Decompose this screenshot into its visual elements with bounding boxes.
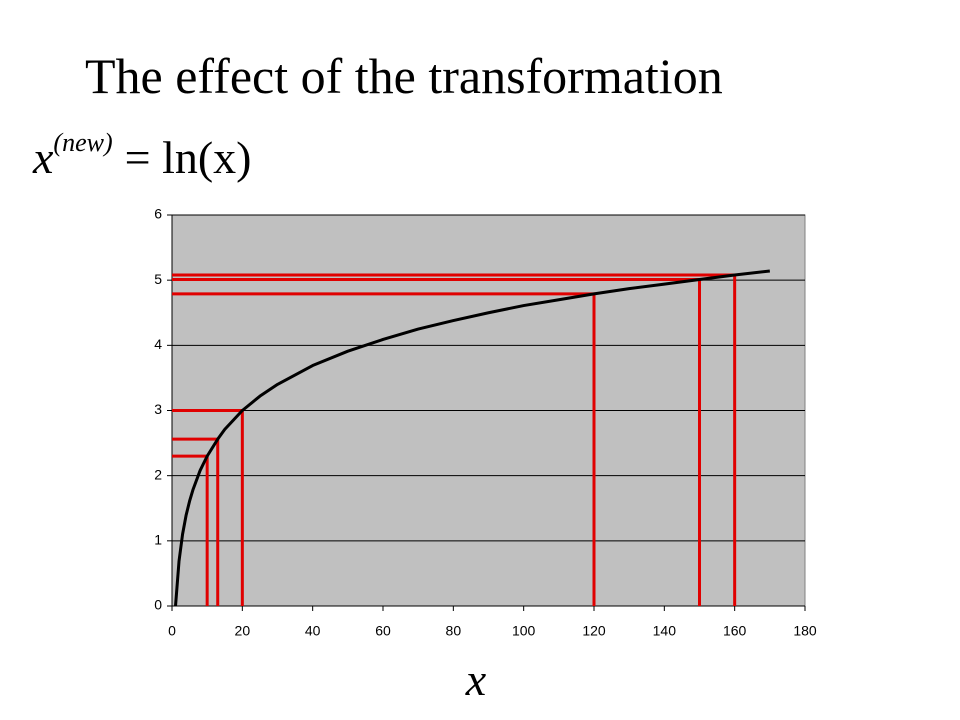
y-tick-label: 1 <box>154 532 162 548</box>
y-tick-label: 4 <box>154 336 162 352</box>
x-tick-label: 20 <box>235 623 251 639</box>
x-tick-label: 40 <box>305 623 321 639</box>
x-tick-label: 180 <box>793 623 817 639</box>
formula: x(new) = ln(x) <box>32 128 251 183</box>
formula-rhs: = ln(x) <box>125 132 252 183</box>
slide-title: The effect of the transformation <box>85 48 723 104</box>
x-axis-label: x <box>465 654 487 705</box>
y-tick-label: 2 <box>154 466 162 482</box>
formula-base: x <box>32 132 54 183</box>
x-tick-label: 80 <box>446 623 462 639</box>
y-tick-label: 5 <box>154 271 162 287</box>
y-tick-label: 3 <box>154 401 162 417</box>
x-tick-label: 100 <box>512 623 536 639</box>
formula-superscript: (new) <box>53 128 112 157</box>
x-tick-label: 140 <box>653 623 677 639</box>
x-tick-label: 120 <box>582 623 606 639</box>
y-tick-label: 6 <box>154 206 162 222</box>
x-tick-label: 0 <box>168 623 176 639</box>
y-tick-label: 0 <box>154 597 162 613</box>
x-tick-label: 160 <box>723 623 747 639</box>
x-tick-label: 60 <box>375 623 391 639</box>
line-series <box>174 269 770 607</box>
